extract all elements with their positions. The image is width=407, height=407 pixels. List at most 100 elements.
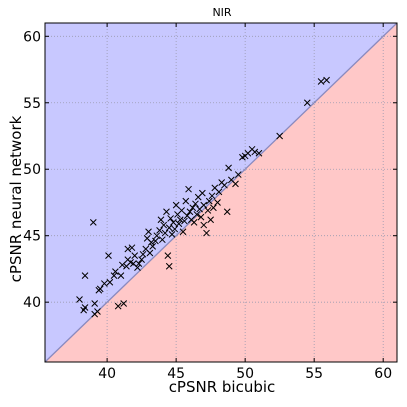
data-point-54 <box>176 216 184 224</box>
data-point-85 <box>225 164 232 172</box>
x-tick-label-1: 45 <box>167 366 185 382</box>
plot-border <box>44 22 398 363</box>
plot-frame <box>44 22 398 363</box>
data-point-39 <box>157 216 165 224</box>
data-point-63 <box>189 204 197 212</box>
x-axis-label: cPSNR bicubic <box>169 378 276 396</box>
chart-title: NIR <box>212 6 231 19</box>
data-point-45 <box>165 224 173 232</box>
data-point-2 <box>81 304 89 311</box>
data-point-94 <box>255 149 263 157</box>
data-point-58 <box>182 197 190 205</box>
data-point-37 <box>153 232 161 240</box>
y-tick-label-4: 60 <box>23 29 41 45</box>
data-point-56 <box>179 228 187 236</box>
data-point-65 <box>192 200 199 208</box>
data-point-10 <box>101 280 108 287</box>
data-point-11 <box>105 252 112 260</box>
data-points <box>76 76 330 318</box>
data-point-25 <box>131 252 139 260</box>
data-point-14 <box>112 268 119 275</box>
data-point-17 <box>118 261 126 269</box>
data-point-60 <box>185 185 192 193</box>
data-point-27 <box>135 260 143 267</box>
data-point-83 <box>221 181 228 189</box>
data-point-57 <box>181 217 188 225</box>
data-point-4 <box>89 219 97 226</box>
data-point-5 <box>91 300 99 307</box>
data-point-32 <box>145 228 152 236</box>
data-point-75 <box>205 197 213 205</box>
data-point-34 <box>147 238 155 246</box>
data-point-69 <box>197 213 205 221</box>
data-point-26 <box>134 264 141 271</box>
x-tick-label-0: 40 <box>98 366 116 382</box>
data-point-21 <box>124 245 132 253</box>
data-point-84 <box>223 208 231 216</box>
data-point-12 <box>106 278 114 286</box>
data-point-41 <box>160 221 168 229</box>
data-point-50 <box>171 225 179 233</box>
data-point-77 <box>208 192 216 200</box>
data-point-72 <box>200 201 208 209</box>
data-point-73 <box>203 229 210 237</box>
data-point-95 <box>276 132 284 140</box>
data-point-18 <box>120 300 128 307</box>
data-point-51 <box>172 201 180 209</box>
diagonal-line <box>44 22 398 363</box>
data-point-49 <box>170 219 177 226</box>
data-point-3 <box>81 272 89 279</box>
data-point-15 <box>114 302 122 310</box>
data-point-93 <box>251 148 259 156</box>
data-point-13 <box>110 272 118 279</box>
grid <box>45 23 397 362</box>
y-tick-label-0: 40 <box>23 295 41 311</box>
data-point-29 <box>139 250 147 258</box>
data-point-64 <box>190 219 198 226</box>
data-point-35 <box>149 242 157 250</box>
y-axis-label: cPSNR neural network <box>7 115 25 282</box>
data-point-9 <box>96 285 104 293</box>
y-tick-label-2: 50 <box>23 162 41 178</box>
y-tick-label-1: 45 <box>23 229 41 245</box>
x-tick-label-3: 55 <box>305 366 323 382</box>
data-point-28 <box>138 256 145 263</box>
data-point-23 <box>128 244 136 252</box>
data-point-16 <box>117 272 125 279</box>
data-point-38 <box>156 227 163 234</box>
data-point-76 <box>207 216 215 224</box>
data-point-47 <box>167 215 174 222</box>
diagonal-y-equals-x <box>44 22 398 363</box>
data-point-97 <box>317 78 325 85</box>
data-point-71 <box>200 221 208 229</box>
data-point-87 <box>232 180 239 188</box>
data-point-43 <box>163 208 170 216</box>
data-point-66 <box>193 211 201 218</box>
data-point-44 <box>164 252 172 260</box>
data-point-55 <box>178 207 186 214</box>
data-point-46 <box>165 262 173 270</box>
data-point-81 <box>215 188 223 196</box>
data-point-98 <box>323 76 330 84</box>
data-point-33 <box>146 249 154 257</box>
data-point-88 <box>234 171 242 178</box>
data-point-7 <box>94 308 101 315</box>
data-point-0 <box>76 296 83 303</box>
x-tick-label-2: 50 <box>236 366 254 382</box>
data-point-74 <box>204 207 212 214</box>
data-point-36 <box>152 237 159 245</box>
y-tick-label-3: 55 <box>23 96 41 112</box>
data-point-42 <box>161 229 169 237</box>
data-point-80 <box>214 199 221 206</box>
data-point-48 <box>168 231 176 238</box>
data-point-96 <box>303 99 311 107</box>
data-point-78 <box>210 204 217 212</box>
data-point-61 <box>186 208 194 216</box>
data-point-53 <box>175 220 183 228</box>
axis-ticks: 40 45 50 55 60 40 45 50 55 60 <box>23 23 397 382</box>
x-tick-label-4: 60 <box>374 366 392 382</box>
data-point-70 <box>199 189 206 197</box>
data-point-40 <box>158 236 166 244</box>
